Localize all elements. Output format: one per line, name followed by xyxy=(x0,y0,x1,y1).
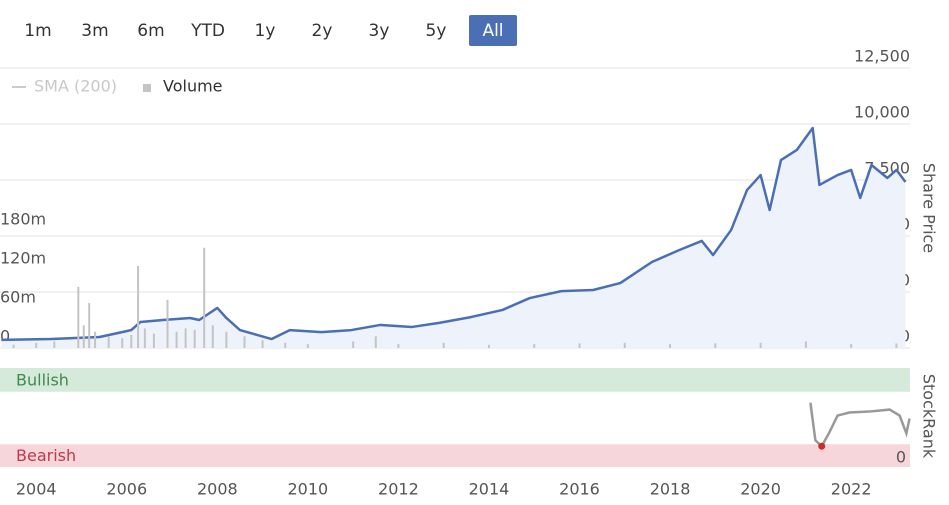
range-button-label[interactable]: 3y xyxy=(369,21,390,41)
x-tick-label: 2018 xyxy=(650,480,691,499)
volume-bar xyxy=(533,344,536,348)
volume-bar xyxy=(759,342,762,348)
price-line xyxy=(1,126,907,342)
volume-bar xyxy=(442,342,445,348)
rank-line xyxy=(809,402,911,449)
volume-bar xyxy=(203,247,206,348)
range-button[interactable]: All xyxy=(469,15,517,46)
x-tick-label: 2012 xyxy=(378,480,419,499)
volume-bar xyxy=(166,299,169,348)
volume-bar xyxy=(82,325,85,348)
volume-bar xyxy=(130,334,133,348)
volume-bar xyxy=(137,265,140,348)
range-button[interactable]: 3m xyxy=(81,21,108,41)
range-button[interactable]: 3y xyxy=(369,21,390,41)
volume-bar xyxy=(53,341,56,348)
rank-highlight xyxy=(818,442,826,450)
legend-label: Volume xyxy=(163,77,223,96)
range-button-label[interactable]: 6m xyxy=(137,21,164,41)
volume-bar xyxy=(152,333,155,348)
volume-bar xyxy=(94,331,97,348)
volume-bar xyxy=(397,344,400,348)
range-button[interactable]: YTD xyxy=(190,21,225,41)
range-button-label[interactable]: 1y xyxy=(255,21,276,41)
x-tick-label: 2020 xyxy=(740,480,781,499)
y2-tick-label: 180m xyxy=(0,209,46,228)
volume-bar xyxy=(211,325,214,348)
volume-bar xyxy=(225,331,228,348)
range-button[interactable]: 6m xyxy=(137,21,164,41)
volume-bar xyxy=(306,344,309,348)
volume-bar xyxy=(261,340,264,348)
y2-tick-label: 120m xyxy=(0,248,46,267)
x-tick-label: 2016 xyxy=(559,480,600,499)
volume-bar xyxy=(143,328,146,348)
range-button-label[interactable]: 1m xyxy=(24,21,51,41)
volume-bar xyxy=(804,341,807,348)
y-axis-title: Share Price xyxy=(920,163,939,253)
range-button-label[interactable]: All xyxy=(482,21,503,41)
rank-axis-title: StockRank xyxy=(920,374,939,459)
volume-bar xyxy=(487,344,490,348)
volume-bar xyxy=(374,336,377,348)
volume-bar xyxy=(714,343,717,348)
volume-bar xyxy=(184,328,187,348)
range-button-label[interactable]: 2y xyxy=(312,21,333,41)
band-label: Bullish xyxy=(16,370,69,389)
range-button[interactable]: 2y xyxy=(312,21,333,41)
volume-bar xyxy=(193,329,196,348)
legend-label: SMA (200) xyxy=(34,77,117,96)
price-area xyxy=(1,128,906,348)
rank-band xyxy=(0,368,910,392)
x-tick-label: 2006 xyxy=(106,480,147,499)
legend-swatch xyxy=(143,84,151,92)
y2-tick-label: 0 xyxy=(0,327,10,346)
range-button[interactable]: 1m xyxy=(24,21,51,41)
band-label: Bearish xyxy=(16,446,76,465)
x-tick-label: 2022 xyxy=(831,480,872,499)
volume-bar xyxy=(623,342,626,348)
x-tick-label: 2004 xyxy=(16,480,57,499)
volume-bar xyxy=(669,344,672,348)
rank-tick-label: 0 xyxy=(896,448,906,467)
volume-bar xyxy=(88,303,91,348)
y-tick-label: 12,500 xyxy=(854,47,910,66)
volume-bar xyxy=(107,336,110,348)
volume-bar xyxy=(243,336,246,348)
x-tick-label: 2010 xyxy=(288,480,329,499)
range-button-bg[interactable] xyxy=(469,15,517,46)
y2-tick-label: 60m xyxy=(0,287,36,306)
x-tick-label: 2008 xyxy=(197,480,238,499)
volume-bar xyxy=(578,343,581,348)
volume-bar xyxy=(895,343,898,348)
volume-bar xyxy=(284,342,287,348)
volume-bar xyxy=(12,344,15,348)
x-tick-label: 2014 xyxy=(469,480,510,499)
range-button[interactable]: 1y xyxy=(255,21,276,41)
volume-bar xyxy=(352,341,355,348)
volume-bar xyxy=(77,286,80,348)
volume-bar xyxy=(121,338,124,348)
range-button-label[interactable]: YTD xyxy=(190,21,225,41)
y-tick-label: 10,000 xyxy=(854,103,910,122)
rank-band xyxy=(0,444,910,467)
range-button-label[interactable]: 3m xyxy=(81,21,108,41)
volume-bar xyxy=(175,331,178,348)
range-button[interactable]: 5y xyxy=(426,21,447,41)
range-button-label[interactable]: 5y xyxy=(426,21,447,41)
volume-bar xyxy=(35,342,38,348)
volume-bar xyxy=(850,344,853,348)
